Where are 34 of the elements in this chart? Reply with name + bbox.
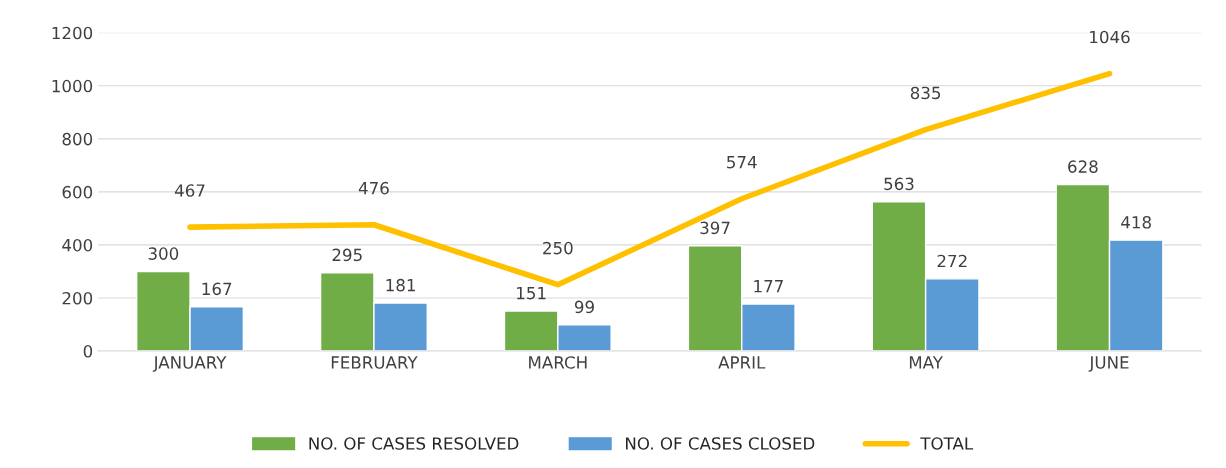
data-label: 167 [202,282,232,296]
y-tick-label: 1000 [52,79,93,93]
data-label: 1046 [1090,30,1130,44]
data-label: 418 [1121,215,1151,229]
y-tick-label: 200 [62,291,93,305]
legend-label: NO. OF CASES CLOSED [626,437,815,450]
data-label: 563 [884,177,914,191]
x-tick-label: MAY [909,356,943,369]
data-label: 250 [543,241,573,255]
x-tick-label: MARCH [529,356,587,369]
data-label: 835 [910,86,941,100]
y-tick-label: 600 [62,185,93,199]
data-label: 397 [700,221,730,235]
data-label: 151 [517,287,546,300]
data-label: 476 [358,181,389,195]
y-tick-label: 1200 [52,26,93,40]
x-tick-label: JUNE [1088,356,1129,372]
data-label: 628 [1068,160,1098,173]
data-label: 300 [148,247,179,260]
y-tick-label: 400 [62,238,93,252]
y-tick-label: 0 [83,344,93,358]
x-tick-label: APRIL [718,356,766,369]
data-label: 99 [574,300,594,314]
x-tick-label: JANUARY [152,356,227,372]
data-label: 574 [727,156,757,169]
legend-label: NO. OF CASES RESOLVED [309,437,519,450]
y-tick-label: 800 [62,132,93,146]
data-label: 295 [332,248,362,262]
data-label: 467 [174,184,205,197]
legend-label: TOTAL [920,437,974,450]
data-label: 181 [386,278,415,292]
data-label: 272 [937,254,967,268]
data-label: 177 [754,280,783,293]
x-tick-label: FEBRUARY [331,356,418,369]
